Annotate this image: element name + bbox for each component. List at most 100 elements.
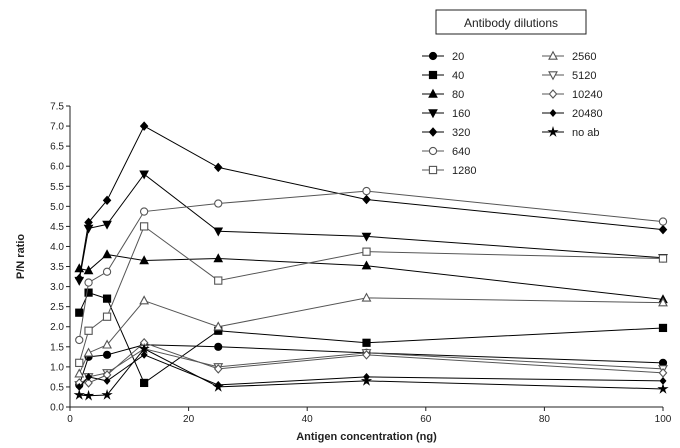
data-point	[102, 267, 112, 276]
data-point	[85, 372, 93, 381]
series-1280	[75, 222, 668, 368]
y-tick-label: 0.0	[50, 403, 64, 414]
series-640	[75, 186, 668, 345]
y-tick-label: 7.0	[50, 122, 64, 133]
data-point	[102, 350, 112, 359]
legend: Antibody dilutions 20 40 80 160 320 640 1280 256…	[422, 9, 603, 177]
legend-item: 5120	[542, 70, 596, 82]
data-point	[139, 295, 150, 305]
series-line	[78, 297, 664, 374]
data-point	[83, 265, 94, 275]
legend-marker	[428, 127, 438, 137]
series-line	[78, 190, 664, 341]
data-point	[102, 195, 112, 206]
data-point	[362, 194, 371, 205]
data-point	[84, 326, 93, 335]
legend-marker	[428, 146, 438, 156]
data-point	[139, 255, 149, 265]
data-point	[84, 288, 93, 297]
data-point	[362, 338, 371, 347]
y-tick-label: 3.5	[50, 262, 64, 273]
data-point	[84, 278, 93, 287]
series-line	[79, 253, 664, 300]
legend-label: 10240	[572, 89, 603, 101]
y-tick-label: 1.0	[50, 362, 64, 373]
x-tick-label: 100	[655, 414, 672, 425]
legend-marker	[548, 50, 558, 60]
legend-label: 20	[452, 51, 464, 63]
legend-item: 160	[422, 108, 470, 120]
series-40	[75, 288, 668, 388]
legend-label: 640	[452, 146, 470, 158]
x-tick-label: 20	[183, 414, 195, 425]
series-160	[74, 170, 668, 286]
data-point	[362, 350, 371, 360]
legend-item: 640	[422, 146, 470, 158]
legend-title-box	[435, 9, 587, 35]
data-point	[102, 312, 112, 321]
legend-item: 10240	[542, 89, 603, 101]
data-point	[360, 374, 373, 386]
y-tick-label: 7.5	[50, 102, 64, 113]
data-point	[102, 249, 112, 259]
data-point	[75, 335, 84, 345]
data-point	[103, 376, 111, 385]
series-line	[78, 125, 664, 279]
legend-label: 5120	[572, 70, 596, 82]
legend-marker	[428, 51, 438, 61]
data-point	[361, 232, 372, 242]
data-point	[658, 368, 668, 378]
data-point	[139, 222, 149, 231]
series-line	[79, 348, 664, 397]
data-point	[140, 350, 148, 359]
data-point	[139, 207, 149, 216]
data-point	[84, 217, 93, 228]
legend-label: no ab	[572, 127, 600, 139]
y-tick-label: 6.0	[50, 162, 64, 173]
data-point	[213, 321, 224, 331]
series-10240	[74, 337, 668, 388]
legend-item: 40	[422, 70, 464, 82]
data-point	[139, 170, 149, 180]
y-tick-label: 3.0	[50, 282, 64, 293]
legend-marker	[548, 89, 558, 99]
data-point	[658, 297, 668, 307]
y-tick-label: 0.5	[50, 382, 64, 393]
data-point	[212, 380, 224, 392]
x-axis-label: Antigen concentration (ng)	[296, 431, 437, 443]
data-point	[658, 323, 668, 333]
data-point	[74, 273, 84, 284]
legend-item: 2560	[542, 50, 596, 63]
data-point	[213, 364, 223, 374]
y-tick-label: 1.5	[50, 342, 64, 353]
legend-label: 320	[452, 127, 470, 139]
y-tick-label: 6.5	[50, 142, 64, 153]
legend-item: 20480	[542, 108, 603, 120]
legend-label: 160	[452, 108, 470, 120]
series-80	[74, 249, 668, 304]
data-point	[213, 253, 224, 263]
y-tick-label: 2.5	[50, 302, 64, 313]
legend-label: 40	[452, 70, 464, 82]
data-point	[102, 220, 112, 230]
data-point	[75, 358, 84, 368]
series-line	[78, 292, 664, 384]
data-point	[82, 389, 95, 401]
data-point	[138, 342, 150, 354]
legend-marker	[428, 88, 438, 98]
data-point	[140, 378, 149, 388]
legend-marker	[428, 165, 438, 175]
data-point	[102, 339, 112, 349]
data-point	[101, 389, 113, 400]
legend-item: no ab	[542, 126, 600, 139]
data-point	[658, 224, 668, 235]
legend-marker	[428, 70, 438, 80]
data-point	[362, 186, 371, 196]
data-point	[73, 389, 85, 400]
series-no-ab	[73, 342, 669, 401]
data-point	[74, 368, 85, 378]
data-point	[139, 121, 149, 131]
y-tick-label: 5.5	[50, 182, 64, 193]
series-line	[78, 173, 664, 281]
legend-marker	[428, 109, 438, 119]
